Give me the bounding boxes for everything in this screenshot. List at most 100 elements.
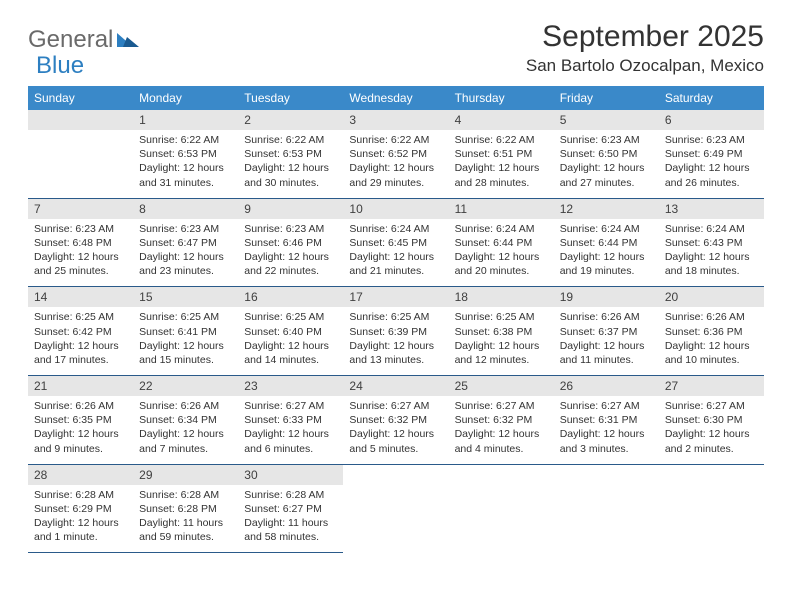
calendar-cell: 12Sunrise: 6:24 AMSunset: 6:44 PMDayligh… [554,198,659,287]
calendar-cell: 2Sunrise: 6:22 AMSunset: 6:53 PMDaylight… [238,110,343,198]
day-number: 24 [343,376,448,396]
calendar-cell [449,464,554,553]
day-number: 30 [238,465,343,485]
day-details: Sunrise: 6:27 AMSunset: 6:32 PMDaylight:… [449,396,554,464]
day-details: Sunrise: 6:25 AMSunset: 6:42 PMDaylight:… [28,307,133,375]
calendar-cell: 30Sunrise: 6:28 AMSunset: 6:27 PMDayligh… [238,464,343,553]
day-details: Sunrise: 6:26 AMSunset: 6:35 PMDaylight:… [28,396,133,464]
title-block: September 2025 San Bartolo Ozocalpan, Me… [526,20,764,76]
weekday-header: Thursday [449,86,554,110]
calendar-cell: 19Sunrise: 6:26 AMSunset: 6:37 PMDayligh… [554,287,659,376]
calendar-cell: 6Sunrise: 6:23 AMSunset: 6:49 PMDaylight… [659,110,764,198]
day-details: Sunrise: 6:23 AMSunset: 6:50 PMDaylight:… [554,130,659,198]
day-number: 23 [238,376,343,396]
calendar-cell: 14Sunrise: 6:25 AMSunset: 6:42 PMDayligh… [28,287,133,376]
day-number: 8 [133,199,238,219]
day-details: Sunrise: 6:27 AMSunset: 6:30 PMDaylight:… [659,396,764,464]
calendar-cell: 20Sunrise: 6:26 AMSunset: 6:36 PMDayligh… [659,287,764,376]
day-number: 1 [133,110,238,130]
calendar-cell: 13Sunrise: 6:24 AMSunset: 6:43 PMDayligh… [659,198,764,287]
day-details: Sunrise: 6:28 AMSunset: 6:28 PMDaylight:… [133,485,238,553]
calendar-cell: 8Sunrise: 6:23 AMSunset: 6:47 PMDaylight… [133,198,238,287]
calendar-cell: 23Sunrise: 6:27 AMSunset: 6:33 PMDayligh… [238,376,343,465]
day-details: Sunrise: 6:24 AMSunset: 6:44 PMDaylight:… [449,219,554,287]
day-number: 3 [343,110,448,130]
calendar-cell: 29Sunrise: 6:28 AMSunset: 6:28 PMDayligh… [133,464,238,553]
weekday-header: Sunday [28,86,133,110]
day-number: 14 [28,287,133,307]
day-number: 9 [238,199,343,219]
day-details: Sunrise: 6:24 AMSunset: 6:43 PMDaylight:… [659,219,764,287]
month-title: September 2025 [526,20,764,54]
logo-triangle-icon [117,29,139,52]
day-details: Sunrise: 6:28 AMSunset: 6:29 PMDaylight:… [28,485,133,553]
day-number: 10 [343,199,448,219]
calendar-cell: 16Sunrise: 6:25 AMSunset: 6:40 PMDayligh… [238,287,343,376]
day-number: 13 [659,199,764,219]
weekday-header: Monday [133,86,238,110]
day-details: Sunrise: 6:22 AMSunset: 6:53 PMDaylight:… [133,130,238,198]
calendar-cell [659,464,764,553]
header: General September 2025 San Bartolo Ozoca… [28,20,764,76]
day-number: 18 [449,287,554,307]
calendar-cell: 11Sunrise: 6:24 AMSunset: 6:44 PMDayligh… [449,198,554,287]
day-number: 26 [554,376,659,396]
day-details: Sunrise: 6:27 AMSunset: 6:32 PMDaylight:… [343,396,448,464]
calendar-cell [343,464,448,553]
day-details: Sunrise: 6:25 AMSunset: 6:38 PMDaylight:… [449,307,554,375]
day-number: 11 [449,199,554,219]
logo-blue-row: Blue [36,52,84,80]
day-number: 16 [238,287,343,307]
day-details: Sunrise: 6:27 AMSunset: 6:31 PMDaylight:… [554,396,659,464]
day-number: 17 [343,287,448,307]
weekday-header: Wednesday [343,86,448,110]
day-number: 29 [133,465,238,485]
day-number: 5 [554,110,659,130]
day-details: Sunrise: 6:25 AMSunset: 6:40 PMDaylight:… [238,307,343,375]
weekday-header: Tuesday [238,86,343,110]
calendar-head: SundayMondayTuesdayWednesdayThursdayFrid… [28,86,764,110]
calendar-cell: 10Sunrise: 6:24 AMSunset: 6:45 PMDayligh… [343,198,448,287]
day-number: 19 [554,287,659,307]
day-details: Sunrise: 6:28 AMSunset: 6:27 PMDaylight:… [238,485,343,553]
day-details: Sunrise: 6:25 AMSunset: 6:39 PMDaylight:… [343,307,448,375]
day-number: 6 [659,110,764,130]
day-number: 21 [28,376,133,396]
weekday-header: Friday [554,86,659,110]
logo-text-general: General [28,26,113,54]
calendar-cell: 9Sunrise: 6:23 AMSunset: 6:46 PMDaylight… [238,198,343,287]
calendar-cell: 17Sunrise: 6:25 AMSunset: 6:39 PMDayligh… [343,287,448,376]
day-details: Sunrise: 6:23 AMSunset: 6:47 PMDaylight:… [133,219,238,287]
day-number: 12 [554,199,659,219]
calendar-cell: 25Sunrise: 6:27 AMSunset: 6:32 PMDayligh… [449,376,554,465]
day-number: 4 [449,110,554,130]
calendar-cell: 24Sunrise: 6:27 AMSunset: 6:32 PMDayligh… [343,376,448,465]
day-number: 27 [659,376,764,396]
day-details: Sunrise: 6:26 AMSunset: 6:37 PMDaylight:… [554,307,659,375]
day-details: Sunrise: 6:23 AMSunset: 6:46 PMDaylight:… [238,219,343,287]
calendar-cell: 18Sunrise: 6:25 AMSunset: 6:38 PMDayligh… [449,287,554,376]
day-number: 25 [449,376,554,396]
weekday-header: Saturday [659,86,764,110]
calendar-cell: 4Sunrise: 6:22 AMSunset: 6:51 PMDaylight… [449,110,554,198]
day-details: Sunrise: 6:24 AMSunset: 6:45 PMDaylight:… [343,219,448,287]
calendar-cell: 26Sunrise: 6:27 AMSunset: 6:31 PMDayligh… [554,376,659,465]
day-details: Sunrise: 6:25 AMSunset: 6:41 PMDaylight:… [133,307,238,375]
logo-text-blue: Blue [36,52,84,79]
day-details: Sunrise: 6:22 AMSunset: 6:53 PMDaylight:… [238,130,343,198]
calendar-body: 1Sunrise: 6:22 AMSunset: 6:53 PMDaylight… [28,110,764,553]
day-details: Sunrise: 6:26 AMSunset: 6:34 PMDaylight:… [133,396,238,464]
calendar-table: SundayMondayTuesdayWednesdayThursdayFrid… [28,86,764,553]
calendar-cell: 7Sunrise: 6:23 AMSunset: 6:48 PMDaylight… [28,198,133,287]
day-details: Sunrise: 6:22 AMSunset: 6:52 PMDaylight:… [343,130,448,198]
day-details: Sunrise: 6:23 AMSunset: 6:49 PMDaylight:… [659,130,764,198]
calendar-cell: 5Sunrise: 6:23 AMSunset: 6:50 PMDaylight… [554,110,659,198]
day-details: Sunrise: 6:27 AMSunset: 6:33 PMDaylight:… [238,396,343,464]
day-number: 7 [28,199,133,219]
day-number: 28 [28,465,133,485]
day-details: Sunrise: 6:24 AMSunset: 6:44 PMDaylight:… [554,219,659,287]
calendar-cell: 1Sunrise: 6:22 AMSunset: 6:53 PMDaylight… [133,110,238,198]
calendar-cell: 3Sunrise: 6:22 AMSunset: 6:52 PMDaylight… [343,110,448,198]
day-details: Sunrise: 6:23 AMSunset: 6:48 PMDaylight:… [28,219,133,287]
calendar-cell: 27Sunrise: 6:27 AMSunset: 6:30 PMDayligh… [659,376,764,465]
